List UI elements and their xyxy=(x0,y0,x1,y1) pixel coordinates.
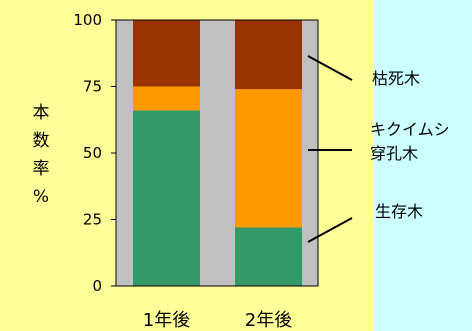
bar-segment-2-3 xyxy=(235,20,302,90)
x-axis: 1年後 2年後 xyxy=(143,310,292,331)
y-axis-label: 本数率% xyxy=(33,103,50,207)
bar-segment-1-1 xyxy=(133,110,200,286)
x-tick-label-2: 2年後 xyxy=(245,310,292,331)
bar-segment-1-3 xyxy=(133,20,200,87)
bar-segment-2-1 xyxy=(235,227,302,286)
y-axis: 0 25 50 75 100 xyxy=(73,11,319,295)
legend-beetle-label-2: 穿孔木 xyxy=(370,144,418,163)
y-tick-label-100: 100 xyxy=(73,11,102,29)
y-axis-label-char-4: % xyxy=(33,187,49,207)
y-tick-label-0: 0 xyxy=(92,277,102,295)
bar-segment-2-2 xyxy=(235,89,302,228)
y-tick-label-50: 50 xyxy=(83,144,102,162)
bar-segment-1-2 xyxy=(133,86,200,111)
legend-beetle-label-1: キクイムシ xyxy=(370,120,450,139)
x-tick-label-1: 1年後 xyxy=(143,310,190,331)
y-tick-label-25: 25 xyxy=(83,211,102,229)
bars-group xyxy=(133,20,302,286)
y-axis-label-char-3: 率 xyxy=(33,159,50,179)
legend-dead-leader-line xyxy=(307,55,353,81)
y-axis-label-char-2: 数 xyxy=(33,131,50,151)
legend-alive-leader-line xyxy=(307,217,353,243)
legend-dead-label-1: 枯死木 xyxy=(372,69,420,88)
y-axis-label-char-1: 本 xyxy=(33,103,50,123)
y-tick-label-75: 75 xyxy=(83,78,102,96)
plot-frame xyxy=(115,19,319,287)
legend-alive-label-1: 生存木 xyxy=(375,202,423,221)
